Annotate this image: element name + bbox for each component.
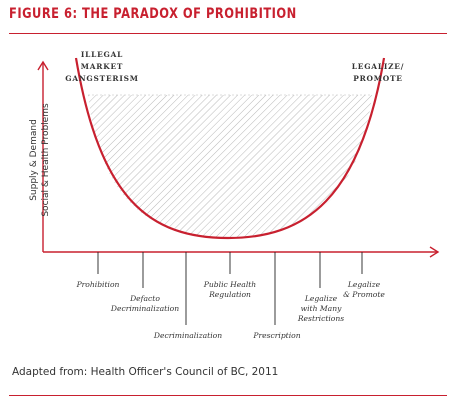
tick-label-legalize-restrictions-line-1: Legalize xyxy=(304,294,338,303)
tick-label-defacto-line-1: Defacto xyxy=(129,294,160,303)
paradox-curve xyxy=(74,57,386,240)
tick-label-legalize-promote-line-2: & Promote xyxy=(343,290,385,299)
left-corner-line-2: MARKET xyxy=(81,62,123,71)
tick-label-prohibition: Prohibition xyxy=(76,280,120,289)
left-corner-line-3: GANGSTERISM xyxy=(65,74,139,83)
tick-label-legalize-restrictions-line-2: with Many xyxy=(301,304,342,313)
tick-label-decriminalization: Decriminalization xyxy=(153,331,222,340)
source-note: Adapted from: Health Officer's Council o… xyxy=(12,366,279,378)
figure-title: FIGURE 6: THE PARADOX OF PROHIBITION xyxy=(9,6,297,22)
tick-label-defacto-line-2: Decriminalization xyxy=(110,304,179,313)
tick-label-public-health-line-1: Public Health xyxy=(203,280,257,289)
y-label-social-health: Social & Health Problems xyxy=(41,103,51,217)
right-corner-line-1: LEGALIZE/ xyxy=(352,62,404,71)
tick-label-legalize-promote-line-1: Legalize xyxy=(347,280,381,289)
left-corner-line-1: ILLEGAL xyxy=(81,50,123,59)
bottom-rule xyxy=(9,395,447,396)
x-axis-arrowhead xyxy=(429,246,440,258)
title-rule xyxy=(9,33,447,34)
y-label-supply-demand: Supply & Demand xyxy=(29,119,39,201)
y-axis-arrowhead xyxy=(37,60,49,71)
tick-label-prescription: Prescription xyxy=(252,331,300,340)
paradox-hatched-area xyxy=(88,95,372,238)
right-corner-line-2: PROMOTE xyxy=(353,74,403,83)
tick-label-public-health-line-2: Regulation xyxy=(208,290,251,299)
tick-label-legalize-restrictions-line-3: Restrictions xyxy=(297,314,344,323)
